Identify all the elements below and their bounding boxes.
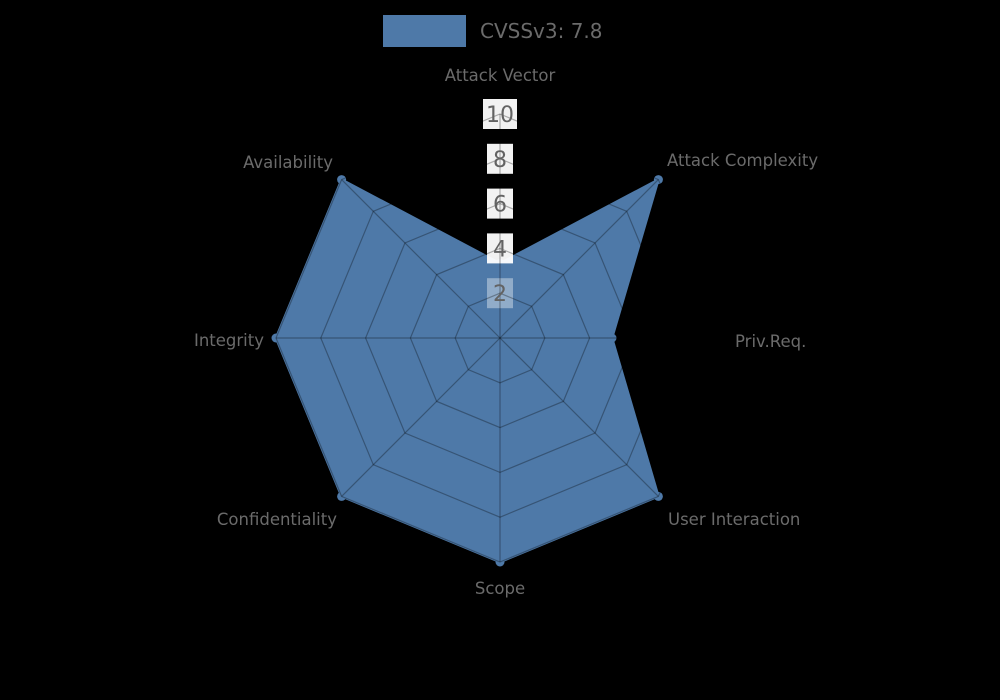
category-label: Scope (475, 579, 525, 598)
grid-ring (364, 202, 636, 474)
grid-ring (409, 247, 591, 429)
radial-tick-box (487, 233, 513, 264)
radial-tick-box (483, 99, 517, 129)
radial-tick-label: 8 (493, 148, 507, 173)
radial-tick-label: 10 (486, 103, 514, 128)
data-point-marker (271, 333, 281, 343)
category-label: Attack Complexity (667, 151, 818, 170)
radial-tick-label: 2 (493, 282, 507, 307)
grid-ring (454, 292, 546, 384)
radial-tick-label: 6 (493, 193, 507, 218)
category-label: Integrity (194, 331, 264, 350)
category-label: Confidentiality (217, 510, 337, 529)
data-point-marker (653, 491, 663, 501)
grid-ring (320, 158, 680, 518)
axis-spoke-line (499, 179, 659, 339)
radial-tick-label: 4 (493, 237, 507, 262)
category-label: User Interaction (668, 510, 800, 529)
axis-spoke-line (341, 179, 501, 339)
axis-spoke-line (499, 337, 659, 497)
category-label: Attack Vector (445, 66, 556, 85)
legend: CVSSv3: 7.8 (383, 15, 603, 47)
data-point-marker (607, 333, 617, 343)
axis-spoke-line (341, 337, 501, 497)
radial-tick-box (487, 188, 513, 219)
grid-ring (275, 113, 725, 563)
legend-label: CVSSv3: 7.8 (480, 19, 603, 43)
category-label: Priv.Req. (735, 332, 806, 351)
data-point-marker (495, 557, 505, 567)
category-label: Availability (243, 153, 333, 172)
data-point-marker (337, 491, 347, 501)
legend-swatch (383, 15, 466, 47)
data-point-marker (337, 175, 347, 185)
data-point-marker (653, 175, 663, 185)
radial-tick-box (487, 278, 513, 309)
radial-tick-box (487, 143, 513, 174)
